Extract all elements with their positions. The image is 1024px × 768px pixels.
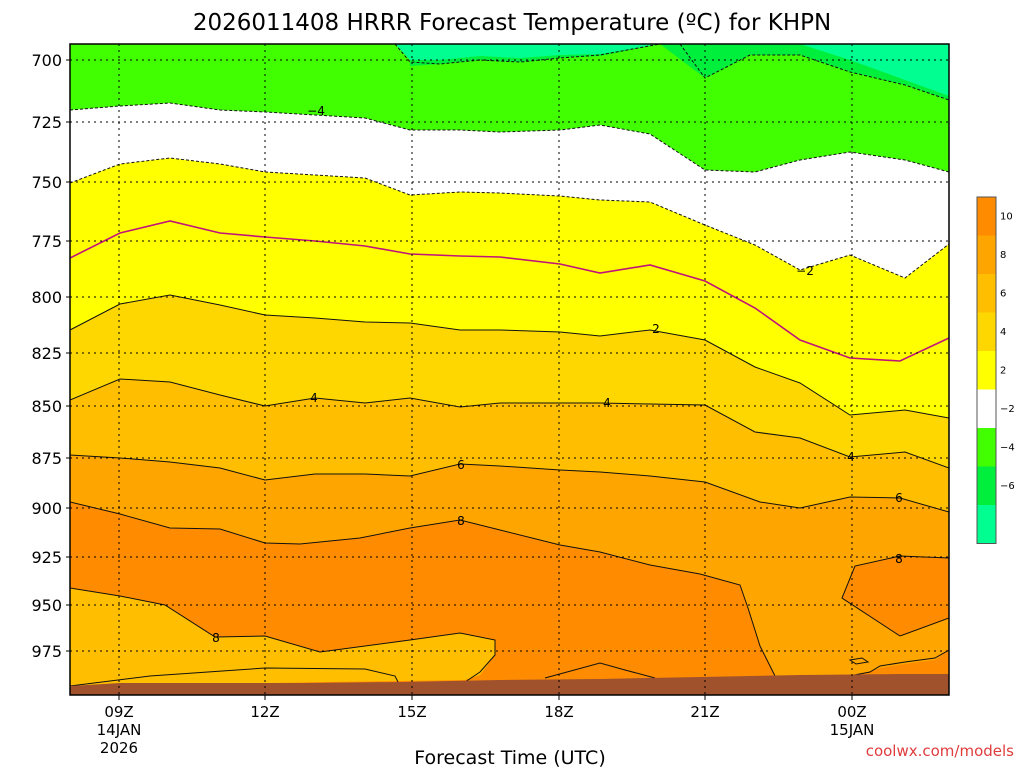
colorbar-swatch	[977, 428, 996, 467]
contour-label: 4	[310, 391, 318, 405]
contour-8-lower	[70, 587, 496, 683]
band-neg4	[70, 44, 949, 100]
y-tick-label: 950	[31, 596, 62, 615]
band-neg2	[70, 44, 949, 172]
contour-8-surface-mid	[544, 662, 656, 679]
y-tick-label: 825	[31, 344, 62, 363]
temperature-fill	[70, 44, 949, 695]
y-tick-label: 725	[31, 113, 62, 132]
contour-label: 4	[603, 396, 611, 410]
y-tick-label: 850	[31, 397, 62, 416]
contour-neg6-right	[679, 44, 949, 101]
x-tick-sublabel: 2026	[100, 739, 138, 757]
colorbar-tick-label: 6	[1000, 288, 1006, 299]
band-neg6	[395, 44, 660, 60]
contour-8	[70, 501, 776, 677]
x-tick-sublabel: 14JAN	[97, 721, 142, 739]
colorbar-tick-label: 8	[1000, 250, 1006, 261]
colorbar-tick-label: 2	[1000, 365, 1006, 376]
contour-label: 8	[212, 631, 220, 645]
band-neg6-right	[700, 44, 949, 96]
contour-8-surface-right	[848, 649, 949, 677]
x-tick-label: 18Z	[544, 703, 573, 721]
contour-label: −2	[796, 264, 814, 278]
y-tick-label: 875	[31, 449, 62, 468]
x-tick-sublabel: 15JAN	[830, 721, 875, 739]
contour-lines	[70, 44, 949, 687]
y-tick-label: 700	[31, 51, 62, 70]
y-tick-label: 900	[31, 499, 62, 518]
contour-label: 2	[652, 322, 660, 336]
colorbar-swatch	[977, 312, 996, 351]
colorbar-swatch	[977, 505, 996, 544]
x-tick-label: 09Z	[104, 703, 133, 721]
colorbar-tick-label: −2	[1000, 404, 1015, 415]
contour-label-group: −4 −2 2 2 4 4 4 6 6 8 8 8	[212, 104, 903, 645]
colorbar-swatch	[977, 235, 996, 274]
contour-4	[70, 378, 949, 469]
y-tick-label: 750	[31, 173, 62, 192]
x-tick-label: 21Z	[690, 703, 719, 721]
contour-label: 8	[895, 552, 903, 566]
contour-8-right	[841, 555, 949, 637]
y-axis: 700 725 750 775 800 825 850 875 900 925 950 975	[31, 51, 70, 661]
y-tick-label: 800	[31, 288, 62, 307]
chart-title: 2026011408 HRRR Forecast Temperature (ºC…	[193, 10, 831, 36]
colorbar-swatch	[977, 351, 996, 390]
contour-8-surface	[70, 667, 399, 687]
y-tick-label: 925	[31, 548, 62, 567]
colorbar-tick-label: −4	[1000, 442, 1015, 453]
grid	[70, 44, 949, 695]
contour-2	[70, 294, 949, 419]
contour-neg4	[70, 102, 949, 173]
contour-label: 6	[895, 491, 903, 505]
contour-label: 4	[847, 450, 855, 464]
contour-label: 6	[457, 458, 465, 472]
colorbar-tick-label: −6	[1000, 481, 1015, 492]
colorbar-swatch	[977, 197, 996, 236]
colorbar-swatch	[977, 274, 996, 313]
y-tick-label: 775	[31, 232, 62, 251]
x-tick-label: 12Z	[250, 703, 279, 721]
colorbar-tick-label: 4	[1000, 327, 1006, 338]
x-axis-title: Forecast Time (UTC)	[414, 747, 605, 768]
x-tick-label: 00Z	[837, 703, 866, 721]
plot-frame	[69, 43, 950, 696]
contour-6	[70, 454, 949, 513]
colorbar-swatch	[977, 389, 996, 428]
colorbar-frame	[976, 196, 997, 544]
freezing-line	[70, 220, 949, 362]
y-tick-label: 975	[31, 642, 62, 661]
colorbar-tick-label: 10	[1000, 211, 1013, 222]
colorbar-swatch	[977, 466, 996, 505]
contour-8-small	[848, 657, 870, 665]
credit-text: coolwx.com/models	[866, 742, 1014, 760]
contour-label: −4	[307, 104, 325, 118]
ground-terrain	[70, 674, 949, 695]
colorbar: 10 8 6 4 2 −2 −4 −6	[976, 196, 1015, 544]
x-tick-label: 15Z	[397, 703, 426, 721]
contour-neg6	[394, 44, 661, 65]
contour-label: 8	[457, 514, 465, 528]
